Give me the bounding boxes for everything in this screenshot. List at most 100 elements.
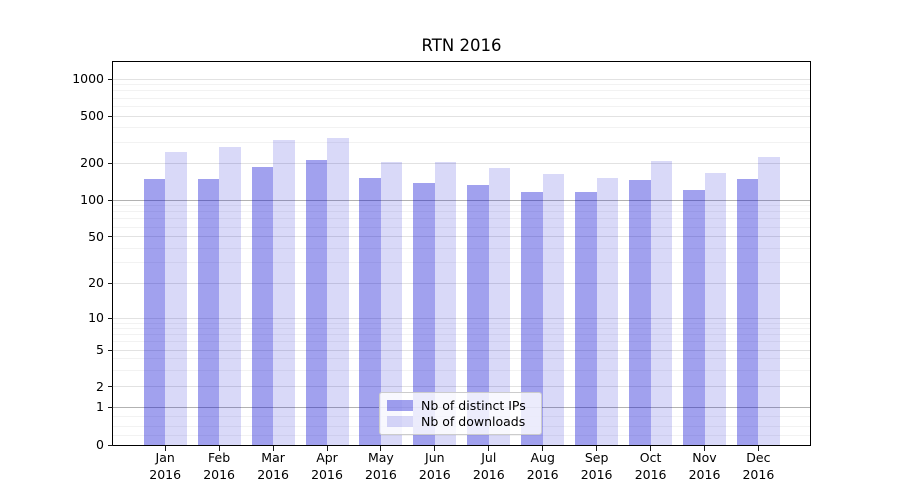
y-tick-label-1000: 1000 xyxy=(72,71,104,86)
x-tick-label-apr: Apr 2016 xyxy=(297,450,357,483)
x-tick-label-oct: Oct 2016 xyxy=(621,450,681,483)
x-tick-label-feb: Feb 2016 xyxy=(189,450,249,483)
gridline-y-7 xyxy=(113,334,810,336)
bar-downloads-jun xyxy=(434,161,457,445)
gridline-y-40 xyxy=(113,247,810,249)
x-tick-label-month: Apr xyxy=(316,450,338,465)
bar-downloads-dec xyxy=(758,157,780,445)
bar-distinct-ips-dec xyxy=(736,179,759,445)
x-tick-apr xyxy=(326,446,328,451)
bar-distinct-ips-apr xyxy=(305,159,327,445)
x-tick-oct xyxy=(650,446,652,451)
legend-swatch-downloads xyxy=(387,416,413,427)
gridline-y-6 xyxy=(113,341,810,343)
bar-distinct-ips-sep xyxy=(575,192,597,445)
bar-downloads-sep xyxy=(596,177,619,445)
x-tick-label-year: 2016 xyxy=(634,466,667,482)
plot-area: Nb of distinct IPs Nb of downloads xyxy=(112,61,811,446)
x-tick-label-month: Jul xyxy=(481,450,497,465)
x-tick-label-year: 2016 xyxy=(418,466,451,482)
bar-downloads-jul xyxy=(488,167,511,445)
x-tick-label-year: 2016 xyxy=(203,466,235,482)
y-tick-label-5: 5 xyxy=(96,342,104,357)
x-tick-label-month: Mar xyxy=(261,450,285,465)
x-tick-label-aug: Aug 2016 xyxy=(513,450,573,483)
x-tick-label-month: May xyxy=(367,450,394,465)
gridline-y-800 xyxy=(113,90,810,92)
gridline-y-5 xyxy=(113,349,810,351)
bar-downloads-oct xyxy=(650,161,673,445)
gridline-y-70 xyxy=(113,218,810,220)
x-tick-label-dec: Dec 2016 xyxy=(728,450,788,483)
gridline-y-2 xyxy=(113,386,810,387)
y-tick-label-1: 1 xyxy=(96,399,104,414)
y-tick-label-10: 10 xyxy=(88,310,104,326)
x-tick-label-may: May 2016 xyxy=(351,450,411,483)
legend-swatch-distinct-ips xyxy=(387,400,413,411)
gridline-y-4 xyxy=(113,358,810,360)
legend-label-distinct-ips: Nb of distinct IPs xyxy=(421,398,526,413)
bar-distinct-ips-nov xyxy=(683,189,705,445)
x-tick-label-month: Dec xyxy=(746,450,771,465)
gridline-y-8 xyxy=(113,328,810,329)
x-tick-sep xyxy=(596,446,598,451)
x-tick-jun xyxy=(434,446,436,451)
x-tick-label-year: 2016 xyxy=(688,466,721,482)
gridline-y-200 xyxy=(113,162,810,164)
bar-distinct-ips-aug xyxy=(521,191,543,445)
x-tick-label-nov: Nov 2016 xyxy=(675,450,735,483)
gridline-y-900 xyxy=(113,84,810,86)
x-tick-dec xyxy=(757,446,759,451)
gridline-y-50 xyxy=(113,236,810,238)
bar-downloads-may xyxy=(380,161,403,445)
bar-distinct-ips-jun xyxy=(413,182,435,445)
gridline-y-100 xyxy=(113,199,810,201)
bar-downloads-mar xyxy=(273,139,295,445)
gridline-y-3 xyxy=(113,369,810,371)
y-tick-2 xyxy=(108,386,113,387)
y-tick-1000 xyxy=(108,78,113,80)
x-tick-label-month: Jan xyxy=(155,450,175,465)
x-tick-label-year: 2016 xyxy=(257,466,289,482)
x-tick-label-month: Aug xyxy=(530,450,555,465)
x-tick-label-year: 2016 xyxy=(526,466,559,482)
x-tick-label-mar: Mar 2016 xyxy=(243,450,303,483)
x-tick-label-jan: Jan 2016 xyxy=(135,450,195,483)
chart-title: RTN 2016 xyxy=(421,36,502,55)
gridline-y-9 xyxy=(113,322,810,324)
y-tick-label-20: 20 xyxy=(88,275,104,291)
x-tick-label-month: Oct xyxy=(639,450,662,465)
gridline-y-1000 xyxy=(113,78,810,80)
gridline-y-300 xyxy=(113,141,810,143)
gridline-y-500 xyxy=(113,115,810,117)
y-tick-10 xyxy=(108,317,113,319)
bar-distinct-ips-may xyxy=(359,177,381,445)
y-tick-50 xyxy=(108,236,113,238)
y-tick-label-200: 200 xyxy=(80,155,104,171)
legend: Nb of distinct IPs Nb of downloads xyxy=(379,392,542,435)
x-tick-label-jun: Jun 2016 xyxy=(405,450,465,483)
x-tick-may xyxy=(380,446,382,451)
bar-downloads-apr xyxy=(327,137,349,445)
x-tick-label-month: Sep xyxy=(584,450,609,465)
bars-layer xyxy=(113,62,810,445)
x-tick-label-year: 2016 xyxy=(742,466,775,482)
y-tick-100 xyxy=(108,199,113,201)
y-tick-5 xyxy=(108,349,113,351)
bar-downloads-aug xyxy=(542,173,565,445)
x-tick-nov xyxy=(704,446,705,451)
x-tick-label-year: 2016 xyxy=(580,466,613,482)
y-tick-1 xyxy=(108,406,113,408)
y-tick-label-0: 0 xyxy=(96,437,104,452)
legend-item-downloads: Nb of downloads xyxy=(387,414,534,429)
y-tick-label-2: 2 xyxy=(96,378,104,394)
x-tick-label-month: Nov xyxy=(692,450,717,465)
y-tick-0 xyxy=(108,444,113,446)
x-tick-label-month: Jun xyxy=(425,450,445,465)
gridline-y-90 xyxy=(113,205,810,207)
y-tick-label-500: 500 xyxy=(80,108,104,123)
gridline-y-20 xyxy=(113,282,810,284)
x-tick-label-year: 2016 xyxy=(311,466,343,482)
gridline-y-10 xyxy=(113,317,810,319)
